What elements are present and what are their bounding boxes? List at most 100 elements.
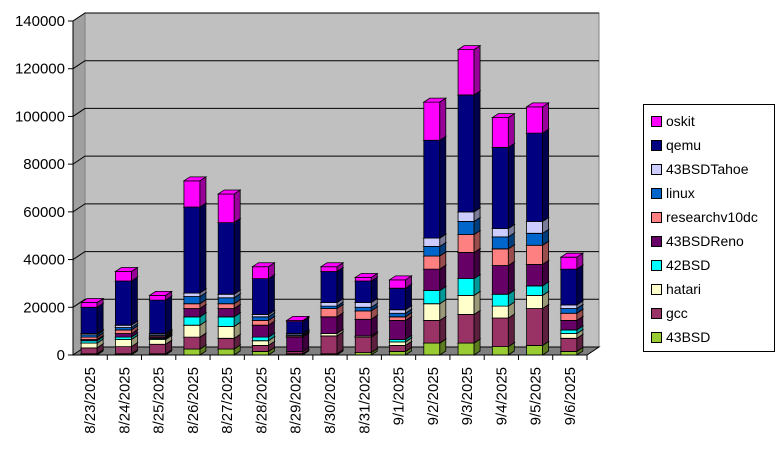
bar-front bbox=[217, 308, 235, 318]
bars bbox=[79, 44, 585, 356]
bar-segment bbox=[456, 247, 482, 280]
bar-segment bbox=[319, 266, 345, 304]
bar-side bbox=[507, 142, 515, 230]
bar-front bbox=[252, 316, 269, 321]
bar-front bbox=[115, 280, 132, 326]
bar-front bbox=[217, 303, 235, 309]
bar-front bbox=[491, 346, 509, 356]
legend-label: hatari bbox=[666, 281, 702, 297]
bar-front bbox=[217, 293, 235, 299]
bar-front bbox=[560, 333, 578, 339]
legend-swatch bbox=[651, 115, 662, 127]
bar-front bbox=[217, 348, 235, 356]
bar-front bbox=[354, 277, 372, 282]
bar-front bbox=[286, 336, 304, 352]
bar-front bbox=[252, 324, 269, 338]
bar-front bbox=[149, 343, 167, 355]
bar-side bbox=[439, 135, 447, 239]
bar-front bbox=[457, 211, 475, 222]
x-tick-label: 8/25/2025 bbox=[151, 367, 168, 434]
bar-front bbox=[149, 339, 167, 345]
bar-stack bbox=[79, 297, 105, 356]
bar-side bbox=[233, 189, 241, 224]
bar-front bbox=[389, 351, 406, 356]
bar-front bbox=[389, 279, 406, 289]
bar-front bbox=[423, 303, 441, 321]
bar-front bbox=[560, 268, 578, 306]
bar-front bbox=[183, 180, 201, 208]
bar-front bbox=[354, 318, 372, 337]
legend-item: oskit bbox=[651, 111, 695, 131]
bar-front bbox=[491, 236, 509, 250]
bar-front bbox=[389, 312, 406, 318]
legend-item: 43BSDTahoe bbox=[651, 159, 749, 179]
bar-side bbox=[130, 276, 138, 326]
bar-front bbox=[560, 256, 578, 270]
bar-front bbox=[183, 316, 201, 326]
bar-front bbox=[526, 263, 543, 287]
bar-front bbox=[457, 220, 475, 235]
bar-front bbox=[491, 317, 509, 348]
bar-segment bbox=[79, 297, 105, 309]
legend-label: gcc bbox=[666, 305, 688, 321]
legend-label: 43BSD bbox=[666, 329, 711, 345]
bar-side bbox=[507, 313, 515, 348]
bar-stack bbox=[114, 266, 139, 356]
bar-front bbox=[526, 106, 543, 134]
bar-front bbox=[457, 278, 475, 296]
bar-segment bbox=[491, 112, 516, 149]
bar-front bbox=[457, 94, 475, 213]
bar-side bbox=[473, 90, 481, 213]
x-tick-label: 8/30/2025 bbox=[322, 367, 339, 434]
bar-front bbox=[389, 345, 406, 352]
bar-segment bbox=[114, 266, 139, 282]
bar-segment bbox=[148, 290, 173, 301]
bar-front bbox=[80, 347, 98, 355]
x-tick-label: 8/24/2025 bbox=[116, 367, 133, 434]
bar-side bbox=[199, 176, 207, 208]
bar-side bbox=[473, 44, 481, 96]
bar-top bbox=[79, 298, 105, 303]
legend-item: 43BSD bbox=[651, 327, 710, 347]
bar-segment bbox=[114, 276, 139, 326]
bar-side bbox=[542, 303, 549, 347]
gridline bbox=[72, 60, 599, 70]
bar-front bbox=[526, 244, 543, 265]
x-tick-label: 9/2/2025 bbox=[425, 367, 442, 425]
legend-swatch bbox=[651, 211, 662, 223]
bar-front bbox=[149, 294, 167, 301]
bar-side bbox=[233, 217, 241, 295]
bar-front bbox=[354, 280, 372, 303]
bar-segment bbox=[422, 97, 448, 142]
legend-label: 43BSDReno bbox=[666, 233, 744, 249]
bar-segment bbox=[491, 142, 516, 230]
bar-front bbox=[115, 333, 132, 338]
bar-front bbox=[457, 234, 475, 253]
bar-front bbox=[423, 255, 441, 270]
bar-front bbox=[526, 220, 543, 234]
x-tick-label: 9/5/2025 bbox=[528, 367, 545, 425]
bar-segment bbox=[491, 260, 516, 295]
bar-front bbox=[183, 336, 201, 350]
legend-swatch bbox=[651, 283, 662, 295]
legend-label: oskit bbox=[666, 113, 695, 129]
bar-segment bbox=[456, 90, 482, 213]
bar-front bbox=[423, 246, 441, 257]
bar-side bbox=[439, 97, 447, 142]
y-tick-label: 0 bbox=[57, 347, 65, 364]
bar-front bbox=[217, 297, 235, 305]
bar-side bbox=[439, 315, 447, 344]
bar-front bbox=[183, 303, 201, 309]
bar-segment bbox=[79, 302, 105, 335]
x-tick-label: 8/23/2025 bbox=[82, 367, 99, 434]
bar-segment bbox=[353, 272, 379, 282]
bar-stack bbox=[456, 44, 482, 356]
legend-swatch bbox=[651, 331, 662, 343]
bar-top bbox=[285, 316, 311, 321]
legend-swatch bbox=[651, 235, 662, 247]
bar-front bbox=[115, 271, 132, 282]
y-axis: 0 20000 40000 60000 80000 100000 120000 140000 bbox=[15, 13, 74, 364]
bar-top bbox=[251, 262, 276, 268]
bar-front bbox=[457, 314, 475, 344]
bar-segment bbox=[182, 202, 208, 294]
